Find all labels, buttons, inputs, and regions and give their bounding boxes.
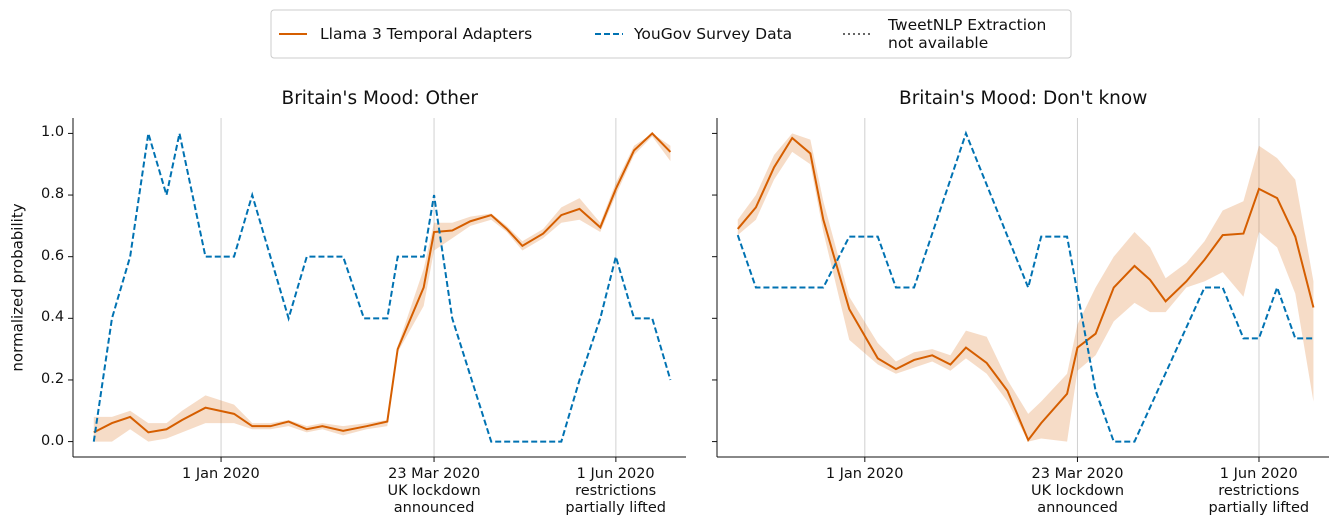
chart-title: Britain's Mood: Don't know <box>899 88 1148 109</box>
legend-label: YouGov Survey Data <box>634 25 793 43</box>
y-tick-label: 0.2 <box>41 370 65 387</box>
series-line <box>93 132 672 434</box>
chart-title: Britain's Mood: Other <box>281 88 478 109</box>
series-line <box>92 133 672 443</box>
confidence-band <box>93 133 671 442</box>
y-tick-label: 0.0 <box>41 432 65 449</box>
legend-label: TweetNLP Extraction not available <box>888 16 1047 52</box>
x-tick-label: 23 Mar 2020 UK lockdown announced <box>387 466 481 516</box>
x-tick-label: 1 Jun 2020 restrictions partially lifted <box>1208 466 1310 516</box>
y-tick-label: 0.4 <box>41 309 65 326</box>
x-tick-label: 1 Jun 2020 restrictions partially lifted <box>565 466 666 516</box>
series-line <box>736 130 1314 443</box>
y-tick-label: 1.0 <box>41 124 65 141</box>
y-tick-label: 0.6 <box>41 247 65 264</box>
legend-box <box>270 9 1072 59</box>
series-line <box>736 136 1315 443</box>
confidence-band <box>737 133 1314 442</box>
y-axis-label: normalized probability <box>8 202 27 372</box>
legend-label: Llama 3 Temporal Adapters <box>320 25 533 43</box>
y-tick-label: 0.8 <box>41 186 65 203</box>
x-tick-label: 1 Jan 2020 <box>182 466 260 482</box>
x-tick-label: 23 Mar 2020 UK lockdown announced <box>1030 466 1125 516</box>
x-tick-label: 1 Jan 2020 <box>825 466 904 482</box>
